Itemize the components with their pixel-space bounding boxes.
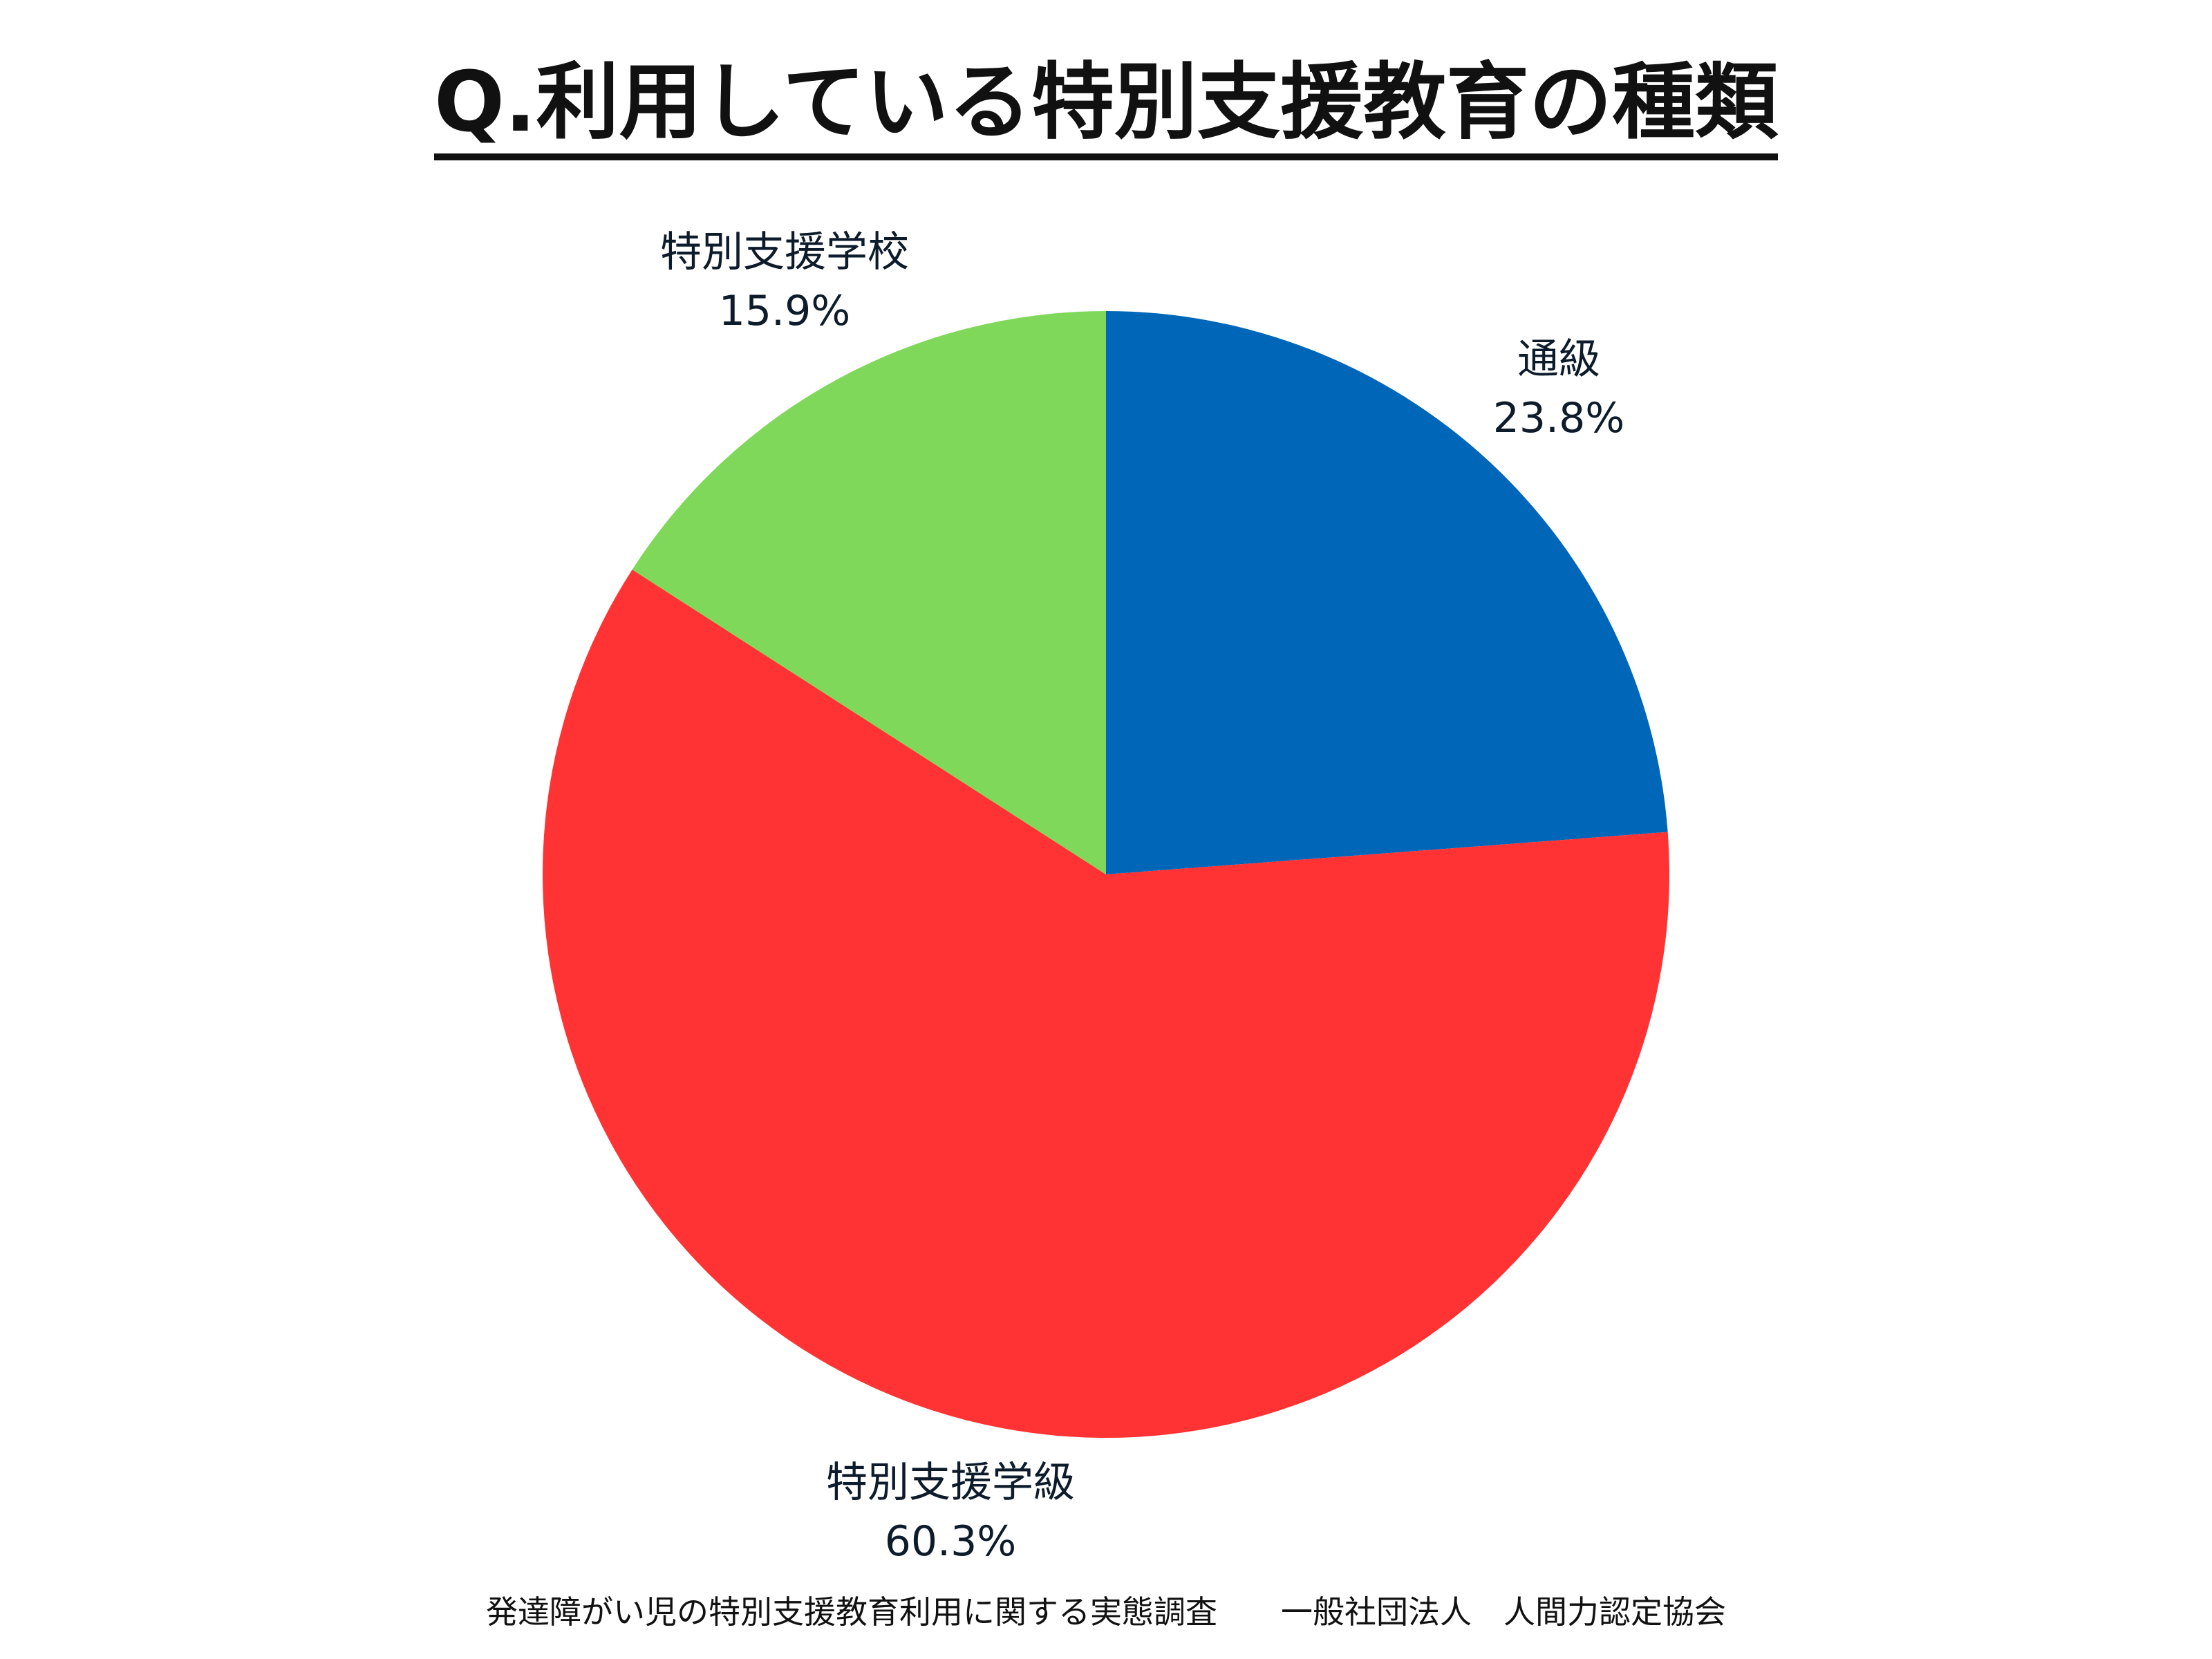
chart-title-text: Q.利用している特別支援教育の種類: [434, 55, 1778, 160]
footer-caption: 発達障がい児の特別支援教育利用に関する実態調査 一般社団法人 人間力認定協会: [486, 1593, 1726, 1631]
pie-slice: [543, 569, 1669, 1438]
slice-value-label: 60.3%: [885, 1517, 1017, 1566]
slice-value-label: 15.9%: [719, 287, 851, 335]
slice-value-label: 23.8%: [1493, 394, 1625, 442]
chart-title: Q.利用している特別支援教育の種類: [0, 55, 2212, 160]
pie-slice: [632, 311, 1106, 874]
pie-slice: [1106, 311, 1668, 874]
slice-name-label: 通級: [1517, 335, 1600, 384]
slice-name-label: 特別支援学校: [660, 228, 909, 276]
slice-name-label: 特別支援学級: [826, 1459, 1075, 1507]
